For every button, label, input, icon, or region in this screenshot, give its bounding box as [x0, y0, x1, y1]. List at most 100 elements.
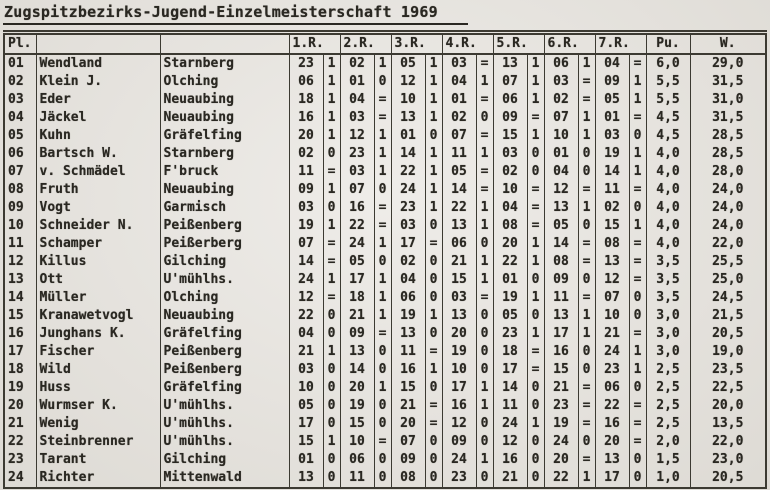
cell-result: 1 — [628, 73, 646, 91]
cell-result: 0 — [475, 343, 493, 361]
cell-result: 1 — [373, 54, 391, 73]
cell-result: 0 — [475, 325, 493, 343]
cell-result: = — [475, 127, 493, 145]
cell-name: Wild — [35, 361, 160, 379]
table-row: 14 Müller Olching 12 = 18 1 06 0 03 = 19 1 11 = 07 0 3,5 2… — [4, 289, 766, 307]
table-row: 08 Fruth Neuaubing 09 1 07 0 24 1 14 = 10 = 12 = 11 = 4,0… — [4, 181, 766, 199]
table-row: 07 v. Schmädel F'bruck 11 = 03 1 22 1 05 = 02 0 04 0 14… — [4, 163, 766, 181]
cell-opponent: 03 — [339, 163, 374, 181]
cell-opponent: 09 — [288, 181, 323, 199]
cell-opponent: 22 — [288, 307, 323, 325]
cell-result: 0 — [475, 469, 493, 490]
cell-club: Gilching — [159, 253, 289, 271]
cell-opponent: 07 — [492, 73, 527, 91]
cell-result: = — [526, 199, 544, 217]
cell-opponent: 19 — [543, 415, 578, 433]
cell-result: = — [373, 91, 391, 109]
cell-result: 1 — [424, 163, 442, 181]
cell-points: 4,5 — [645, 127, 690, 145]
cell-tiebreak: 28,5 — [689, 127, 766, 145]
cell-points: 3,5 — [645, 253, 690, 271]
cell-points: 4,0 — [645, 199, 690, 217]
cell-opponent: 19 — [492, 289, 527, 307]
cell-name: v. Schmädel — [35, 163, 160, 181]
cell-result: 0 — [475, 433, 493, 451]
cell-name: Eder — [35, 91, 160, 109]
cell-opponent: 01 — [441, 91, 476, 109]
cell-opponent: 07 — [441, 127, 476, 145]
cell-opponent: 06 — [492, 91, 527, 109]
cell-result: 1 — [424, 54, 442, 73]
cell-opponent: 13 — [594, 253, 629, 271]
cell-result: 0 — [322, 199, 340, 217]
cell-name: Kuhn — [35, 127, 160, 145]
cell-place: 22 — [8, 434, 24, 449]
cell-opponent: 02 — [543, 91, 578, 109]
cell-result: 1 — [322, 343, 340, 361]
cell-result: 1 — [526, 127, 544, 145]
cell-opponent: 04 — [441, 73, 476, 91]
cell-result: = — [577, 289, 595, 307]
cell-result: 0 — [424, 325, 442, 343]
cell-opponent: 14 — [492, 379, 527, 397]
cell-result: 0 — [628, 379, 646, 397]
cell-points: 3,0 — [645, 307, 690, 325]
cell-place: 11 — [8, 236, 24, 251]
cell-opponent: 15 — [441, 271, 476, 289]
cell-result: 1 — [526, 415, 544, 433]
cell-opponent: 12 — [594, 271, 629, 289]
cell-place: 03 — [8, 92, 24, 107]
cell-opponent: 23 — [288, 54, 323, 73]
table-row: 13 Ott U'mühlhs. 24 1 17 1 04 0 15 1 01 0 09 0 12 = 3,5 25… — [4, 271, 766, 289]
cell-club: Neuaubing — [159, 307, 289, 325]
cell-opponent: 17 — [288, 415, 323, 433]
cell-opponent: 05 — [288, 397, 323, 415]
cell-club: U'mühlhs. — [159, 271, 289, 289]
cell-result: = — [577, 91, 595, 109]
cell-points: 3,0 — [645, 343, 690, 361]
cell-opponent: 12 — [288, 289, 323, 307]
cell-result: = — [373, 109, 391, 127]
cell-opponent: 11 — [543, 289, 578, 307]
cell-result: = — [577, 253, 595, 271]
cell-opponent: 21 — [339, 307, 374, 325]
cell-name: Ott — [35, 271, 160, 289]
cell-result: = — [628, 325, 646, 343]
cell-result: 0 — [373, 397, 391, 415]
cell-opponent: 19 — [339, 397, 374, 415]
cell-opponent: 11 — [594, 181, 629, 199]
cell-opponent: 04 — [288, 325, 323, 343]
cell-name: Junghans K. — [35, 325, 160, 343]
cell-name: Killus — [35, 253, 160, 271]
cell-result: 0 — [373, 343, 391, 361]
cell-result: 1 — [322, 181, 340, 199]
cell-opponent: 01 — [594, 109, 629, 127]
cell-opponent: 03 — [594, 127, 629, 145]
cell-opponent: 23 — [594, 361, 629, 379]
header-round-1: 1.R. — [288, 32, 340, 55]
cell-result: 1 — [475, 199, 493, 217]
cell-opponent: 07 — [594, 289, 629, 307]
cell-opponent: 09 — [543, 271, 578, 289]
cell-name: Richter — [35, 469, 160, 490]
cell-result: = — [628, 397, 646, 415]
cell-opponent: 03 — [390, 217, 425, 235]
cell-result: 1 — [526, 289, 544, 307]
cell-result: = — [424, 235, 442, 253]
cell-opponent: 21 — [441, 253, 476, 271]
cell-opponent: 04 — [390, 271, 425, 289]
table-row: 02 Klein J. Olching 06 1 01 0 12 1 04 1 07 1 03 = 09 1 5,… — [4, 73, 766, 91]
cell-result: 0 — [526, 145, 544, 163]
cell-opponent: 09 — [492, 109, 527, 127]
cell-result: 1 — [577, 469, 595, 490]
cell-opponent: 12 — [543, 181, 578, 199]
cell-result: 0 — [322, 451, 340, 469]
cell-club: Gilching — [159, 451, 289, 469]
cell-result: 1 — [373, 145, 391, 163]
cell-opponent: 20 — [492, 235, 527, 253]
table-row: 01 Wendland Starnberg 23 1 02 1 05 1 03 = 13 1 06 1 04 =… — [4, 54, 766, 73]
cell-result: 0 — [577, 433, 595, 451]
cell-result: 1 — [373, 307, 391, 325]
cell-result: 0 — [526, 397, 544, 415]
